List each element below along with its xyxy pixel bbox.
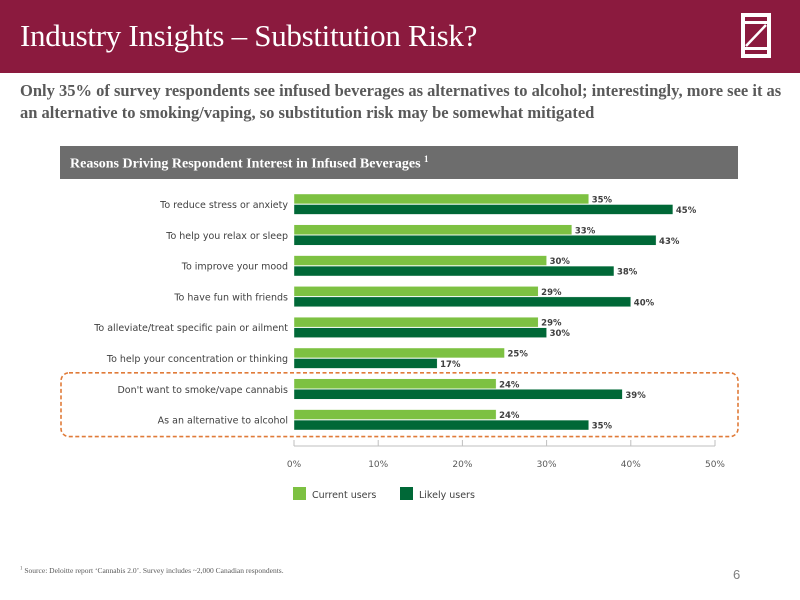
value-label: 45% xyxy=(676,206,697,216)
category-label: Don't want to smoke/vape cannabis xyxy=(117,385,288,396)
bar-likely-users xyxy=(293,419,589,431)
category-label: To reduce stress or anxiety xyxy=(159,200,288,211)
legend-swatch-current-users xyxy=(293,487,306,500)
bar-likely-users xyxy=(293,296,631,307)
category-label: To help your concentration or thinking xyxy=(106,354,288,365)
page-number: 6 xyxy=(733,567,741,582)
category-label: To help you relax or sleep xyxy=(165,231,288,242)
bar-likely-users xyxy=(293,265,615,277)
value-label: 29% xyxy=(541,319,562,329)
x-tick-label: 40% xyxy=(621,460,641,470)
legend-swatch-likely-users xyxy=(400,487,413,500)
category-label: As an alternative to alcohol xyxy=(158,416,288,427)
value-label: 30% xyxy=(550,329,571,339)
slide-title: Industry Insights – Substitution Risk? xyxy=(20,18,478,53)
category-label: To improve your mood xyxy=(181,262,288,273)
value-label: 25% xyxy=(508,350,529,360)
bar-current-users xyxy=(293,378,497,389)
slide-subtitle: Only 35% of survey respondents see infus… xyxy=(20,81,782,122)
bar-current-users xyxy=(293,255,547,266)
chart-title: Reasons Driving Respondent Interest in I… xyxy=(70,154,429,173)
footnote-text: Source: Deloitte report ‘Cannabis 2.0’. … xyxy=(24,566,284,575)
category-label: To have fun with friends xyxy=(173,292,288,303)
value-label: 33% xyxy=(575,226,596,236)
value-label: 24% xyxy=(499,411,520,421)
slide-header: Industry Insights – Substitution Risk? xyxy=(0,0,800,73)
bar-current-users xyxy=(293,317,539,328)
bar-likely-users xyxy=(293,327,547,338)
value-label: 39% xyxy=(625,391,646,401)
x-tick-label: 30% xyxy=(537,460,557,470)
bar-current-users xyxy=(293,224,573,235)
bar-current-users xyxy=(293,409,497,420)
bar-likely-users xyxy=(293,389,623,400)
value-label: 35% xyxy=(592,422,613,432)
legend-label: Current users xyxy=(312,490,376,501)
x-tick-label: 0% xyxy=(287,460,302,470)
bar-current-users xyxy=(293,347,505,359)
value-label: 30% xyxy=(550,257,571,267)
value-label: 40% xyxy=(634,298,655,308)
bar-current-users xyxy=(293,286,539,297)
value-label: 35% xyxy=(592,196,613,206)
bar-current-users xyxy=(293,193,589,205)
value-label: 29% xyxy=(541,288,562,298)
bar-likely-users xyxy=(293,204,674,215)
chart-title-text: Reasons Driving Respondent Interest in I… xyxy=(70,156,421,172)
footnote-marker: 1 xyxy=(20,566,23,572)
chart-title-footnote-marker: 1 xyxy=(424,154,429,164)
value-label: 38% xyxy=(617,268,638,278)
x-tick-label: 20% xyxy=(452,460,472,470)
highlight-box xyxy=(60,371,739,438)
z-logo-icon xyxy=(741,13,771,58)
x-tick-label: 50% xyxy=(705,460,725,470)
x-tick-label: 10% xyxy=(368,460,388,470)
legend-label: Likely users xyxy=(419,490,475,501)
value-label: 24% xyxy=(499,380,520,390)
category-label: To alleviate/treat specific pain or ailm… xyxy=(93,323,288,334)
value-label: 17% xyxy=(440,360,461,370)
footnote: 1 Source: Deloitte report ‘Cannabis 2.0’… xyxy=(20,566,284,575)
chart-title-banner: Reasons Driving Respondent Interest in I… xyxy=(60,146,738,179)
bar-likely-users xyxy=(293,358,438,369)
value-label: 43% xyxy=(659,237,680,247)
bar-likely-users xyxy=(293,235,657,246)
